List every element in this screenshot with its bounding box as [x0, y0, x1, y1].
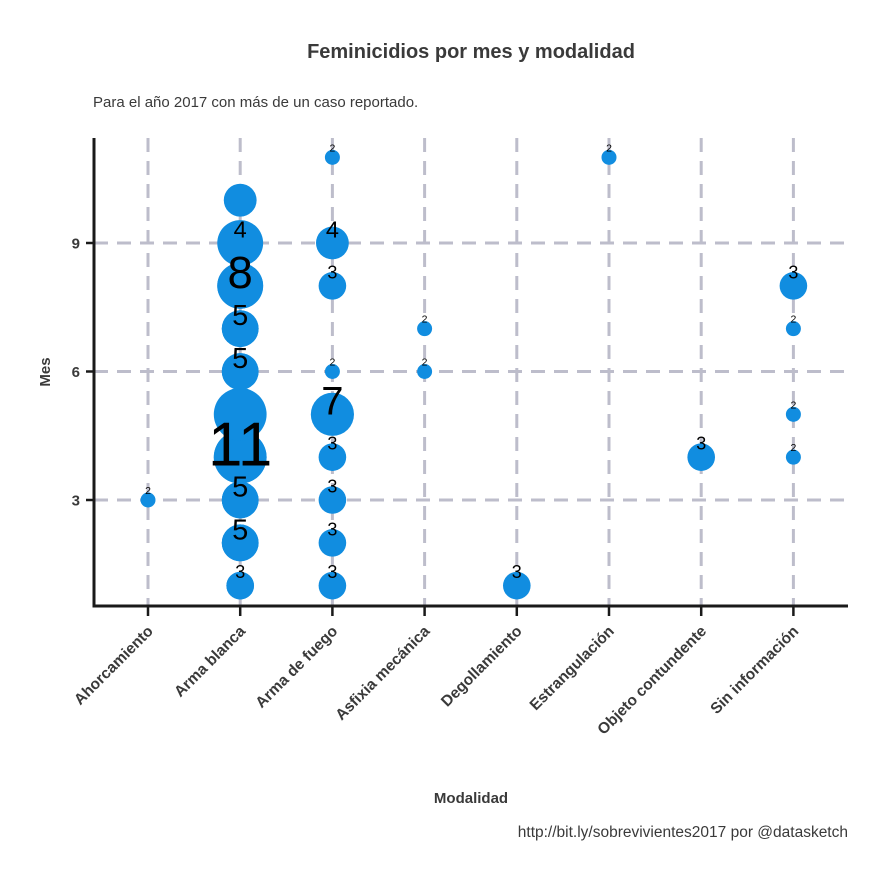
bubble-point	[310, 392, 354, 436]
bubble-point	[417, 364, 433, 379]
bubble-point	[217, 262, 264, 309]
bubble-count-label: 2	[422, 314, 428, 326]
bubble-count-label: 2	[329, 357, 335, 369]
bubble-count-label: 3	[788, 262, 798, 282]
axes: 3 6 9 Ahorcamiento Arma blanca Arma de fuegoA…	[71, 138, 848, 738]
bubble-count-label: 11	[208, 410, 272, 479]
bubble-point	[785, 321, 801, 337]
bubble-point	[779, 272, 808, 300]
bubble-count-label: 5	[232, 343, 248, 375]
bubble-count-label: 4	[234, 216, 247, 242]
bubble-count-label: 3	[327, 519, 337, 539]
bubble-count-label: 3	[327, 476, 337, 496]
bubble-point	[221, 310, 259, 348]
bubble-count-label: 4	[326, 216, 339, 242]
bubble-point	[785, 449, 801, 465]
bubble-point	[226, 571, 254, 600]
bubble-point	[324, 149, 340, 165]
bubble-count-label: 2	[145, 485, 151, 497]
bubble-count-label: 2	[606, 142, 612, 154]
bubble-point	[221, 353, 259, 390]
bubble-count-label: 3	[235, 562, 245, 582]
bubble-point	[217, 220, 264, 266]
bubble-count-label: 2	[422, 357, 428, 369]
bubble-count-label: 3	[512, 562, 522, 582]
grid-lines	[94, 138, 848, 606]
y-tick-label: 9	[72, 236, 80, 253]
x-tick-label: Asfixia mecánica	[332, 623, 433, 724]
bubble-point	[318, 571, 347, 600]
bubble-count-label: 2	[790, 442, 796, 454]
bubble-point	[221, 524, 259, 562]
bubble-point	[318, 443, 347, 471]
bubble-count-label: 3	[696, 434, 706, 454]
bubble-count-label: 5	[232, 300, 248, 332]
bubble-count-label: 3	[327, 562, 337, 582]
bubble-point	[223, 183, 257, 217]
y-tick-label: 3	[72, 493, 80, 510]
bubble-count-label: 3	[327, 434, 337, 454]
x-tick-label: Ahorcamiento	[71, 623, 157, 709]
chart-subtitle: Para el año 2017 con más de un caso repo…	[93, 94, 418, 111]
bubble-count-label: 5	[232, 514, 248, 546]
bubble-point	[503, 571, 531, 600]
chart-title: Feminicidios por mes y modalidad	[307, 41, 635, 63]
bubble-point	[315, 226, 349, 260]
bubble-count-label: 2	[790, 399, 796, 411]
y-axis-title: Mes	[37, 357, 54, 386]
bubble-point	[318, 486, 347, 514]
bubble-point	[318, 529, 347, 557]
bubble-point	[687, 443, 715, 471]
bubble-point	[140, 492, 156, 508]
bubble-count-label: 2	[329, 142, 335, 154]
x-tick-label: Arma blanca	[171, 623, 249, 701]
bubble-point	[601, 149, 617, 165]
bubble-point	[417, 321, 433, 337]
x-tick-label: Estrangulación	[527, 623, 618, 714]
bubble-point	[324, 364, 340, 379]
bubble-point	[213, 430, 267, 484]
x-tick-label: Arma de fuego	[252, 623, 341, 712]
bubble-point	[785, 406, 801, 422]
bubble-point	[221, 481, 259, 519]
bubble-point	[318, 272, 347, 300]
x-tick-label: Sin información	[707, 623, 802, 718]
bubble-layer	[140, 149, 808, 600]
bubble-count-label: 2	[790, 314, 796, 326]
bubble-point	[213, 387, 267, 441]
x-tick-label: Degollamiento	[438, 623, 526, 711]
bubble-count-label: 8	[228, 247, 253, 298]
bubble-count-label: 3	[327, 262, 337, 282]
x-axis-title: Modalidad	[434, 790, 508, 807]
bubble-count-label: 7	[321, 380, 343, 424]
bubble-count-label: 5	[232, 471, 248, 503]
chart-caption: http://bit.ly/sobrevivientes2017 por @da…	[518, 824, 848, 841]
y-tick-label: 6	[72, 364, 80, 381]
